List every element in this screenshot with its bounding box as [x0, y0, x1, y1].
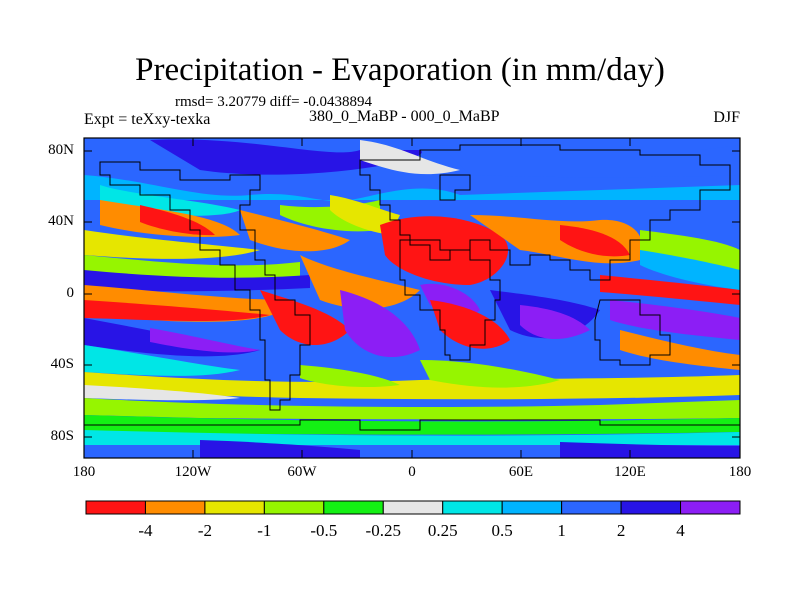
lat-label-80n: 80N — [48, 142, 74, 158]
lon-label-0: 0 — [408, 464, 416, 480]
colorbar-label: 0.25 — [427, 521, 458, 540]
colorbar-swatch — [204, 500, 265, 515]
lon-label-120w: 120W — [174, 464, 212, 480]
stats-text: rmsd= 3.20779 diff= -0.0438894 — [175, 94, 373, 110]
colorbar-label: -1 — [257, 521, 272, 540]
colorbar-swatch — [442, 500, 503, 515]
map-field — [84, 138, 740, 458]
colorbar-label: 0.5 — [491, 521, 513, 540]
colorbar-swatch — [561, 500, 622, 515]
colorbar-label: 1 — [557, 521, 566, 540]
colorbar-label: 2 — [616, 521, 626, 540]
lat-label-0: 0 — [66, 285, 75, 301]
experiment-label: Expt = teXxy-texka — [84, 111, 211, 128]
lat-label-40s: 40S — [50, 356, 74, 372]
lon-label-60e: 60E — [508, 464, 534, 480]
colorbar-swatch — [85, 500, 146, 515]
lon-label-60w: 60W — [287, 464, 317, 480]
axis-ticks — [84, 138, 740, 458]
lon-label-180w: 180 — [72, 464, 96, 480]
colorbar-swatch — [263, 500, 325, 515]
continent-outlines — [84, 144, 740, 431]
colorbar-swatch — [501, 500, 563, 515]
colorbar-label: -4 — [138, 521, 153, 540]
colorbar-label: -2 — [197, 521, 212, 540]
colorbar-swatch — [620, 500, 682, 515]
lon-label-180e: 180 — [728, 464, 752, 480]
difference-label: 380_0_MaBP - 000_0_MaBP — [309, 108, 500, 125]
colorbar-label: -0.25 — [365, 521, 401, 540]
lon-label-120e: 120E — [614, 464, 646, 480]
plot-title: Precipitation - Evaporation (in mm/day) — [135, 52, 665, 88]
lat-label-40n: 40N — [48, 213, 74, 229]
season-label: DJF — [713, 109, 740, 126]
colorbar-swatch — [680, 500, 741, 515]
colorbar — [85, 500, 741, 515]
colorbar-label: -0.5 — [310, 521, 338, 540]
colorbar-swatch — [382, 500, 444, 515]
colorbar-label: 4 — [676, 521, 685, 540]
colorbar-swatch — [144, 500, 206, 515]
lat-label-80s: 80S — [50, 428, 74, 444]
colorbar-swatch — [323, 500, 384, 515]
